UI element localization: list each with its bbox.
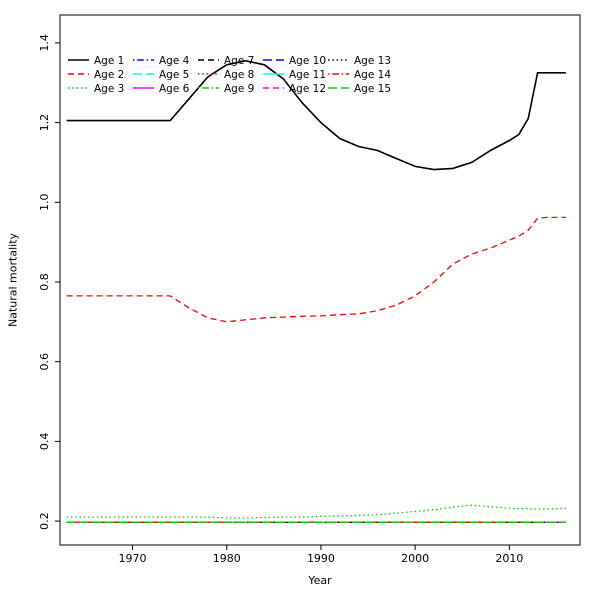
- plot-border: [59, 14, 581, 546]
- legend-label-age-1: Age 1: [94, 55, 124, 67]
- legend-label-age-10: Age 10: [289, 55, 326, 67]
- y-tick-label: 1.0: [38, 194, 51, 212]
- legend-label-age-3: Age 3: [94, 83, 124, 95]
- y-tick-label: 1.2: [38, 114, 51, 132]
- legend-label-age-7: Age 7: [224, 55, 254, 67]
- legend-label-age-5: Age 5: [159, 69, 189, 81]
- legend-label-age-12: Age 12: [289, 83, 326, 95]
- x-axis-title: Year: [308, 574, 332, 587]
- legend-label-age-13: Age 13: [354, 55, 391, 67]
- legend-label-age-2: Age 2: [94, 69, 124, 81]
- legend-label-age-4: Age 4: [159, 55, 190, 67]
- legend-label-age-9: Age 9: [224, 83, 254, 95]
- y-tick-label: 0.8: [38, 273, 51, 291]
- x-tick-label: 1980: [213, 552, 241, 565]
- series-line-age-2: [66, 216, 566, 323]
- legend-label-age-6: Age 6: [159, 83, 190, 95]
- x-tick-label: 1970: [119, 552, 147, 565]
- y-tick-label: 0.4: [38, 433, 51, 451]
- x-tick-label: 1990: [307, 552, 335, 565]
- y-tick-label: 1.4: [38, 34, 51, 52]
- legend-label-age-11: Age 11: [289, 69, 326, 81]
- y-tick-label: 0.6: [38, 353, 51, 371]
- legend-label-age-8: Age 8: [224, 69, 254, 81]
- legend-label-age-14: Age 14: [354, 69, 391, 81]
- series-line-age-1: [66, 59, 566, 171]
- x-tick-label: 2010: [495, 552, 523, 565]
- y-axis-title: Natural mortality: [6, 232, 20, 328]
- legend-label-age-15: Age 15: [354, 83, 391, 95]
- series-line-age-3: [66, 504, 566, 519]
- y-tick-label: 0.2: [38, 512, 51, 530]
- x-tick-label: 2000: [401, 552, 429, 565]
